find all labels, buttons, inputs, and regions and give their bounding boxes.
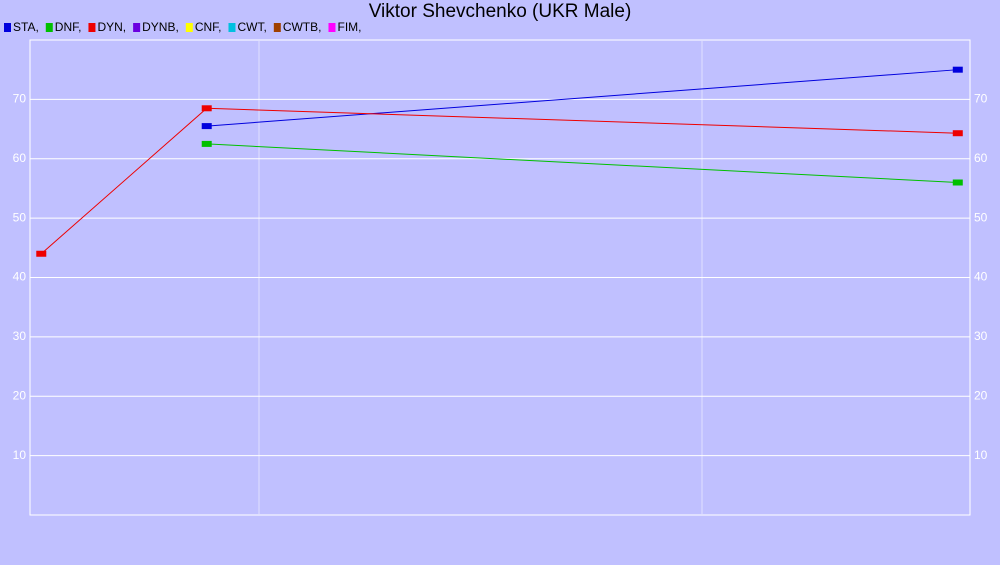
point-marker	[952, 130, 963, 137]
legend-label: DYN,	[97, 20, 126, 34]
legend-swatch	[4, 23, 11, 32]
legend-label: DYNB,	[142, 20, 179, 34]
legend-swatch	[228, 23, 236, 32]
y-tick-label: 60	[13, 151, 27, 165]
legend-label: STA,	[13, 20, 39, 34]
chart-title: Viktor Shevchenko (UKR Male)	[369, 1, 632, 22]
y2-tick-label: 40	[974, 270, 988, 284]
y2-tick-label: 70	[974, 92, 988, 106]
legend-label: CWT,	[237, 20, 266, 34]
y-tick-label: 40	[13, 270, 27, 284]
legend-label: CWTB,	[283, 20, 322, 34]
y2-tick-label: 30	[974, 329, 988, 343]
series-line	[206, 69, 958, 127]
y2-tick-label: 50	[974, 210, 988, 224]
y-tick-label: 50	[13, 210, 27, 224]
y-tick-label: 70	[13, 92, 27, 106]
legend-label: FIM,	[337, 20, 361, 34]
legend-swatch	[328, 23, 336, 32]
legend-swatch	[133, 23, 141, 32]
series-line	[206, 143, 958, 183]
y2-tick-label: 20	[974, 388, 988, 402]
y2-tick-label: 10	[974, 448, 988, 462]
legend-label: CNF,	[195, 20, 222, 34]
legend-label: DNF,	[55, 20, 82, 34]
legend-swatch	[45, 23, 53, 32]
y-tick-label: 10	[13, 448, 27, 462]
point-marker	[36, 250, 47, 257]
y-tick-label: 20	[13, 388, 27, 402]
legend-swatch	[185, 23, 193, 32]
legend-swatch	[273, 23, 281, 32]
point-marker	[952, 66, 963, 73]
legend-swatch	[88, 23, 96, 32]
y-tick-label: 30	[13, 329, 27, 343]
point-marker	[201, 123, 212, 130]
point-marker	[952, 179, 963, 186]
point-marker	[201, 105, 212, 112]
y2-tick-label: 60	[974, 151, 988, 165]
point-marker	[201, 140, 212, 147]
